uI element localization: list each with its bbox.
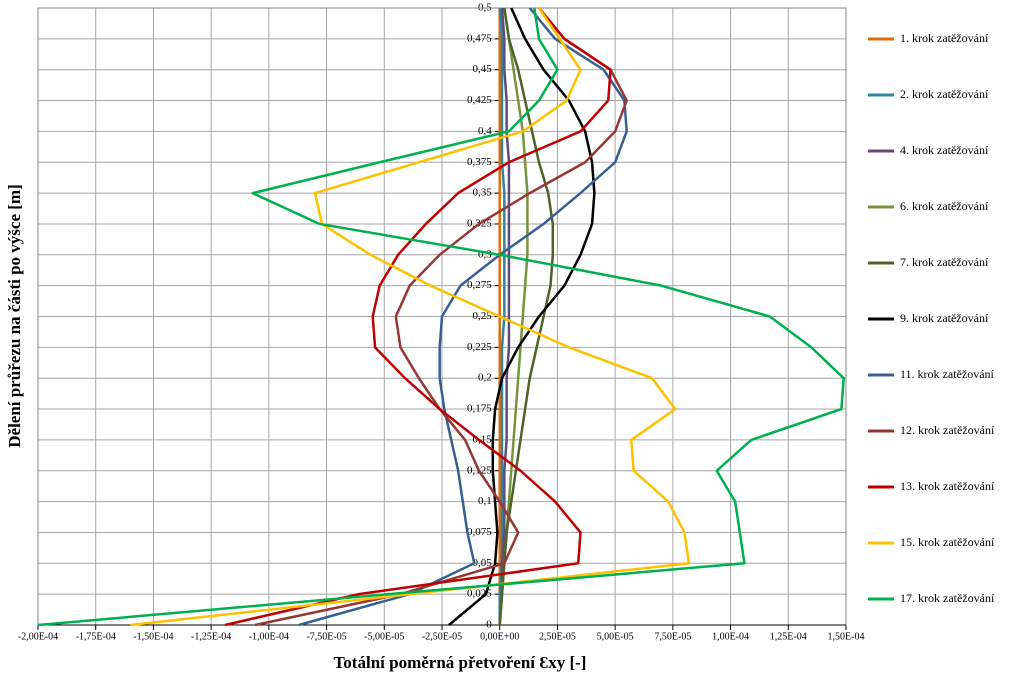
x-tick-label: -5,00E-05: [364, 631, 404, 642]
x-tick-label: -2,00E-04: [18, 631, 58, 642]
y-tick-label: 0,15: [472, 433, 492, 445]
y-tick-label: 0,05: [472, 557, 492, 569]
y-tick-label: 0,1: [478, 495, 492, 507]
legend-label: 1. krok zatěžování: [900, 31, 989, 45]
x-tick-label: -1,50E-04: [133, 631, 173, 642]
legend-label: 7. krok zatěžování: [900, 255, 989, 269]
series-line: [37, 7, 845, 627]
legend-label: 9. krok zatěžování: [900, 311, 989, 325]
y-tick-label: 0,45: [472, 63, 492, 75]
legend-label: 11. krok zatěžování: [900, 367, 995, 381]
y-tick-label: 0,475: [467, 32, 492, 44]
series-line: [254, 7, 628, 627]
x-tick-label: 1,00E-04: [712, 631, 749, 642]
y-tick-label: 0,225: [467, 341, 492, 353]
x-tick-label: -1,75E-04: [76, 631, 116, 642]
legend-label: 13. krok zatěžování: [900, 479, 995, 493]
x-axis-title: Totální poměrná přetvoření Ɛxy [-]: [334, 653, 587, 672]
y-tick-label: 0,3: [478, 248, 492, 260]
series-line: [224, 7, 612, 627]
y-tick-label: 0,075: [467, 526, 492, 538]
legend-label: 2. krok zatěžování: [900, 87, 989, 101]
x-tick-label: 0,00E+00: [480, 631, 519, 642]
y-tick-label: 0,275: [467, 279, 492, 291]
legend-label: 6. krok zatěžování: [900, 199, 989, 213]
x-tick-label: 5,00E-05: [597, 631, 634, 642]
x-tick-label: -1,00E-04: [249, 631, 289, 642]
x-tick-label: -2,50E-05: [422, 631, 462, 642]
x-tick-label: 1,25E-04: [770, 631, 807, 642]
y-tick-label: 0,175: [467, 403, 492, 415]
y-axis-title: Dělení průřezu na části po výšce [m]: [5, 184, 24, 447]
legend-label: 17. krok zatěžování: [900, 591, 995, 605]
y-tick-label: 0,35: [472, 187, 492, 199]
x-tick-label: 1,50E-04: [828, 631, 865, 642]
legend-label: 4. krok zatěžování: [900, 143, 989, 157]
y-tick-label: 0,25: [472, 310, 492, 322]
legend-label: 12. krok zatěžování: [900, 423, 995, 437]
series-line: [298, 7, 628, 627]
series-line: [498, 7, 511, 626]
y-tick-label: 0,375: [467, 156, 492, 168]
series-line: [130, 7, 691, 627]
x-tick-label: -7,50E-05: [306, 631, 346, 642]
series-line: [448, 7, 596, 626]
series-line: [498, 7, 506, 625]
y-tick-label: 0,2: [478, 372, 492, 384]
y-tick-label: 0,425: [467, 94, 492, 106]
x-tick-label: 2,50E-05: [539, 631, 576, 642]
x-tick-label: -1,25E-04: [191, 631, 231, 642]
x-tick-label: 7,50E-05: [654, 631, 691, 642]
y-tick-label: 0,4: [478, 125, 492, 137]
legend-label: 15. krok zatěžování: [900, 535, 995, 549]
